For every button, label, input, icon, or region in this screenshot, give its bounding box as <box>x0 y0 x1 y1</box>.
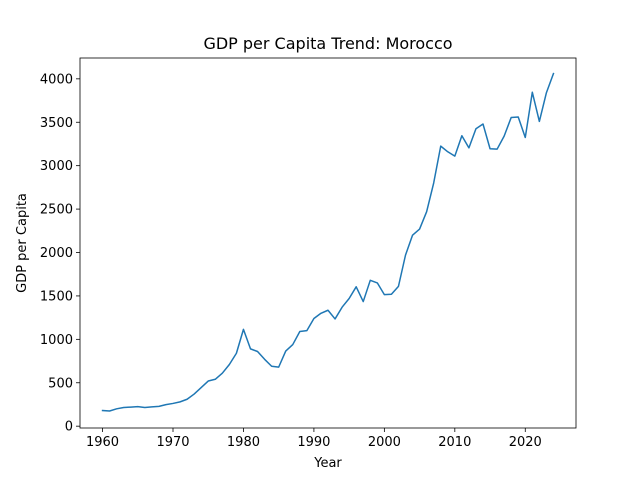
y-tick-label: 3500 <box>40 116 73 131</box>
chart-title: GDP per Capita Trend: Morocco <box>203 34 452 53</box>
x-tick-label: 1990 <box>297 435 330 450</box>
y-axis-ticks: 0 500 1000 1500 2000 2500 3000 3500 4000 <box>40 72 80 435</box>
gdp-per-capita-line <box>101 72 555 412</box>
y-tick-label: 0 <box>65 420 73 435</box>
plot-frame <box>79 57 577 429</box>
y-tick-label: 3000 <box>40 159 73 174</box>
y-tick-label: 500 <box>48 376 73 391</box>
x-tick-label: 2010 <box>438 435 471 450</box>
y-tick-label: 1500 <box>40 289 73 304</box>
y-tick-label: 1000 <box>40 333 73 348</box>
x-axis-ticks: 1960 1970 1980 1990 2000 2010 2020 <box>86 428 542 450</box>
x-tick-label: 1980 <box>227 435 260 450</box>
y-tick-label: 2500 <box>40 203 73 218</box>
y-tick-label: 4000 <box>40 72 73 87</box>
x-tick-label: 1970 <box>156 435 189 450</box>
plot-area <box>80 58 576 428</box>
x-tick-label: 1960 <box>86 435 119 450</box>
y-axis-label: GDP per Capita <box>15 193 30 293</box>
y-tick-label: 2000 <box>40 246 73 261</box>
x-axis-label: Year <box>313 456 342 471</box>
x-tick-label: 2000 <box>368 435 401 450</box>
x-tick-label: 2020 <box>509 435 542 450</box>
